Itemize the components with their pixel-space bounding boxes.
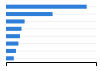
axis-line — [7, 63, 97, 67]
bar — [6, 27, 22, 31]
bar — [6, 19, 25, 23]
bar — [6, 34, 20, 38]
bar — [6, 56, 14, 60]
bar — [6, 49, 16, 53]
grid-line — [6, 58, 96, 59]
chart — [0, 0, 100, 71]
bar — [6, 42, 18, 46]
grid-line — [6, 50, 96, 51]
bar — [6, 12, 53, 16]
grid — [6, 7, 96, 59]
plot — [6, 5, 97, 66]
x-axis — [7, 63, 97, 67]
grid-line — [6, 43, 96, 44]
bar — [6, 5, 87, 9]
bars — [6, 5, 87, 61]
